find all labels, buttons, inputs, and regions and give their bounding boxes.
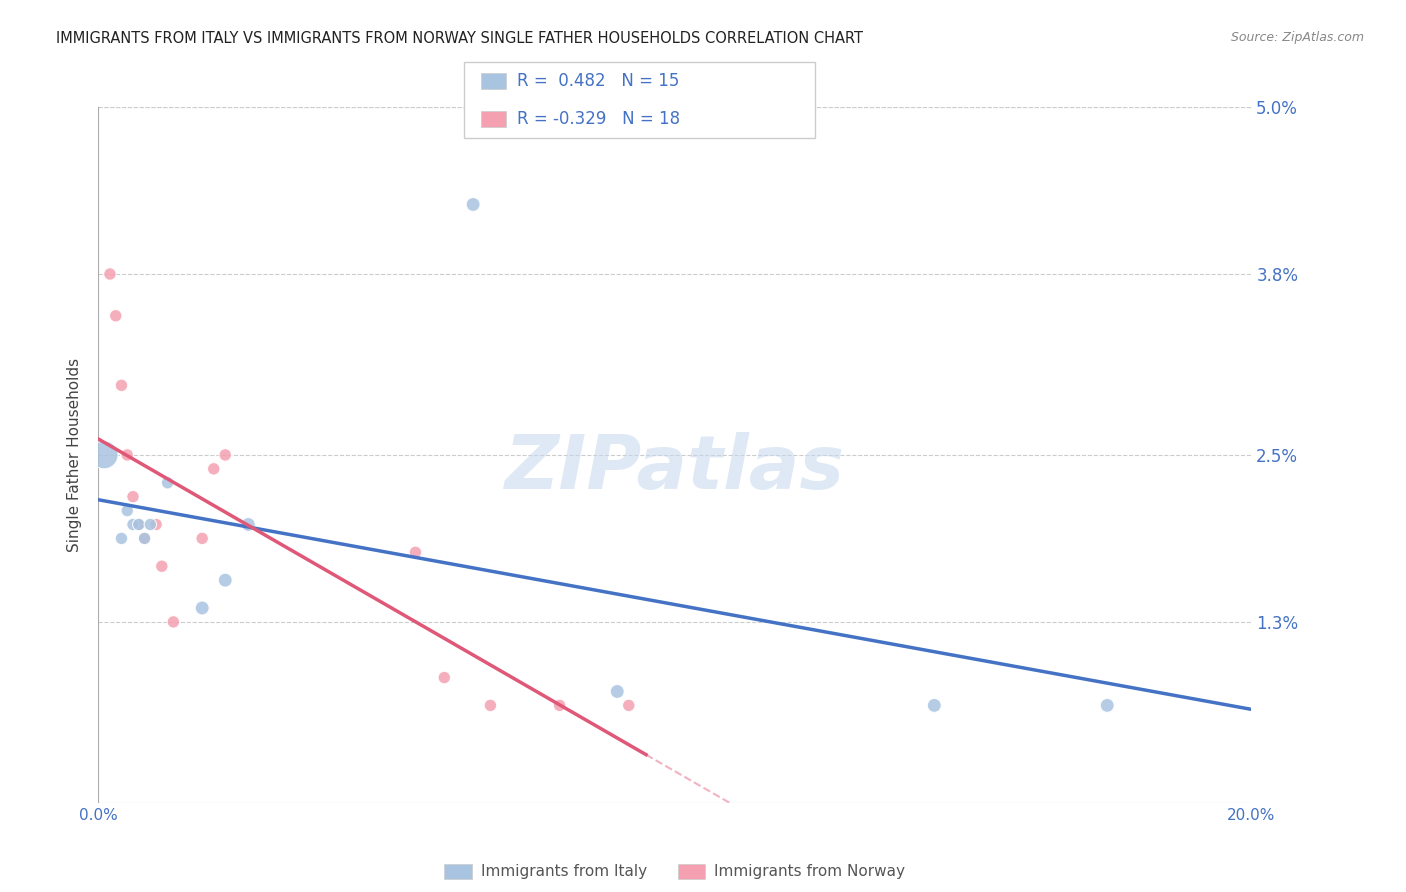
Point: [191, 532, 214, 546]
Point: [122, 490, 145, 504]
Point: [617, 698, 640, 713]
Point: [479, 698, 502, 713]
Point: [214, 448, 236, 462]
Text: ZIPatlas: ZIPatlas: [505, 433, 845, 506]
Point: [548, 698, 571, 713]
Point: [202, 462, 225, 476]
Point: [214, 573, 236, 587]
Text: R =  0.482   N = 15: R = 0.482 N = 15: [517, 72, 679, 90]
Point: [110, 378, 132, 392]
Point: [128, 517, 150, 532]
Point: [128, 517, 150, 532]
Point: [922, 698, 945, 713]
Point: [122, 517, 145, 532]
Point: [117, 503, 139, 517]
Point: [98, 267, 121, 281]
Point: [1097, 698, 1119, 713]
Point: [606, 684, 628, 698]
Point: [134, 532, 156, 546]
Point: [139, 517, 162, 532]
Point: [134, 532, 156, 546]
Point: [93, 448, 115, 462]
Point: [461, 197, 484, 211]
Point: [433, 671, 456, 685]
Y-axis label: Single Father Households: Single Father Households: [67, 358, 83, 552]
Point: [405, 545, 427, 559]
Point: [117, 448, 139, 462]
Point: [110, 532, 132, 546]
Point: [191, 601, 214, 615]
Text: R = -0.329   N = 18: R = -0.329 N = 18: [517, 111, 681, 128]
Point: [145, 517, 167, 532]
Text: IMMIGRANTS FROM ITALY VS IMMIGRANTS FROM NORWAY SINGLE FATHER HOUSEHOLDS CORRELA: IMMIGRANTS FROM ITALY VS IMMIGRANTS FROM…: [56, 31, 863, 46]
Legend: Immigrants from Italy, Immigrants from Norway: Immigrants from Italy, Immigrants from N…: [439, 857, 911, 886]
Point: [238, 517, 260, 532]
Point: [104, 309, 127, 323]
Point: [162, 615, 184, 629]
Point: [156, 475, 179, 490]
Text: Source: ZipAtlas.com: Source: ZipAtlas.com: [1230, 31, 1364, 45]
Point: [150, 559, 173, 574]
